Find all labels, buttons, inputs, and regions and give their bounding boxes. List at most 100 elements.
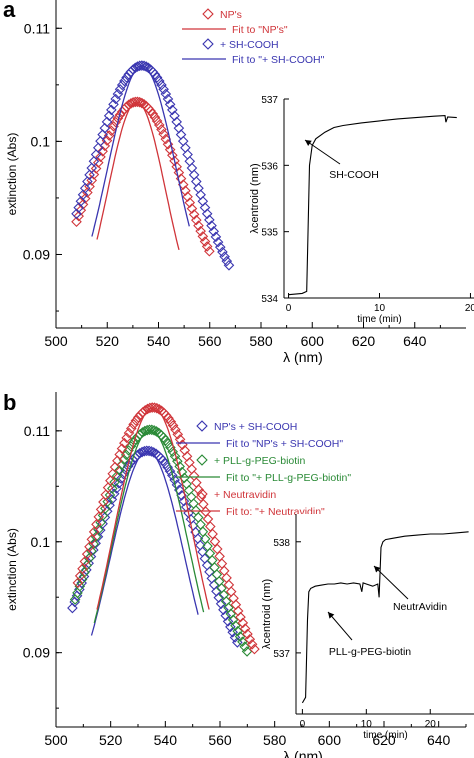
inset-y-tick-label: 535 [261,228,278,239]
data-point [165,416,177,427]
y-tick-label: 0.11 [24,20,50,36]
data-point [103,130,115,141]
data-point [162,93,174,105]
panel-b-main-chart: 500 520 540 560 580 600 620 640 0.09 0.1 0.11 λ (nm… [5,392,467,758]
inset-background [296,514,474,714]
data-point [208,226,220,237]
data-point [249,643,260,655]
data-point [158,83,169,95]
x-tick-label: 500 [44,732,68,748]
inset-y-tick-label: 536 [261,161,278,172]
panel-b-inset-chart: 0 10 20 537 538 time (min) λcentroid (nm) Neutr… [261,514,474,741]
data-point [239,623,251,634]
data-point [171,161,182,173]
data-point [167,149,178,161]
data-point [160,88,172,100]
data-point [162,438,174,450]
x-tick-label: 540 [154,732,178,748]
data-point [126,423,137,434]
data-point [227,614,239,626]
legend-marker [196,488,208,500]
data-point [112,112,124,124]
data-point [163,412,174,424]
data-point [186,203,198,214]
data-point [139,425,151,437]
data-point [116,443,128,454]
data-point [204,245,215,257]
x-tick-label: 540 [147,333,171,349]
data-point [188,209,200,220]
data-point [222,616,234,627]
data-point [221,255,233,267]
data-point [204,214,215,226]
inset-x-tick-label: 10 [361,719,373,730]
data-point [246,638,258,650]
inset-y-axis-label: λcentroid (nm) [261,579,273,649]
data-point [172,429,184,440]
annotation-arrow-head [328,612,335,619]
data-point [157,455,169,466]
data-point [218,604,229,616]
data-point [217,246,228,258]
data-point [123,427,135,439]
panel-a-letter: a [3,0,16,22]
panel-a-inset-chart: 0 10 20 534 535 536 537 time (min) λcentroid (nm… [249,95,474,325]
inset-trace [288,115,457,296]
inset-y-tick-label: 534 [261,294,278,305]
annotation-arrow-head [374,566,381,573]
y-axis-label: extinction (Abs) [5,528,19,611]
x-tick-label: 560 [208,732,232,748]
data-point [167,420,179,431]
data-point [112,88,124,100]
inset-x-axis-label: time (min) [363,730,407,741]
inset-x-tick-label: 0 [300,719,306,730]
data-point [149,402,160,413]
legend: NP's Fit to "NP's" + SH-COOH Fit to "+ SH-C… [182,8,325,66]
fit-line-3 [91,64,190,237]
x-tick-label: 580 [249,333,273,349]
x-tick-label: 600 [301,333,325,349]
data-point [219,251,230,262]
x-tick-label: 520 [99,732,123,748]
marker-series-1 [69,424,253,657]
data-point [206,220,217,231]
data-point [120,449,132,461]
data-point [136,446,148,458]
inset-x-tick-label: 20 [465,303,474,314]
data-point [115,473,127,484]
legend: NP's + SH-COOH Fit to "NP's + SH-COOH" + P… [176,420,351,518]
data-point [128,419,139,430]
data-point [223,259,235,271]
panel-a: a 500 520 540 560 580 600 620 640 0.09 0.1 0.11 λ (… [3,0,474,365]
legend-label: + PLL-g-PEG-biotin [214,455,305,467]
x-tick-label: 560 [198,333,222,349]
inset-y-axis-label: λcentroid (nm) [249,163,261,233]
data-point [106,104,117,116]
data-point [167,104,178,116]
data-point [234,631,246,642]
inset-y-tick-label: 538 [273,538,290,549]
data-point [190,214,202,226]
data-point [160,435,172,446]
data-point [103,110,115,122]
data-point [151,115,163,127]
legend-label: Fit to "NP's" [232,24,288,36]
marker-series-2 [72,402,260,655]
data-point [114,83,126,95]
inset-x-tick-label: 0 [286,303,292,314]
x-tick-label: 600 [318,732,342,748]
data-point [119,437,130,449]
x-tick-label: 580 [263,732,287,748]
legend-label: Fit to "NP's + SH-COOH" [226,438,343,450]
plot-area [71,60,235,271]
data-point [121,432,132,444]
y-tick-label: 0.11 [24,423,50,439]
data-point [113,478,125,489]
fit-line-3 [90,450,199,636]
annotation-arrow-line [304,139,341,165]
data-point [184,197,196,208]
x-tick-label: 620 [352,333,376,349]
inset-annotation: NeutrAvidin [393,601,447,613]
data-point [230,620,241,631]
inset-x-axis-label: time (min) [357,314,401,325]
